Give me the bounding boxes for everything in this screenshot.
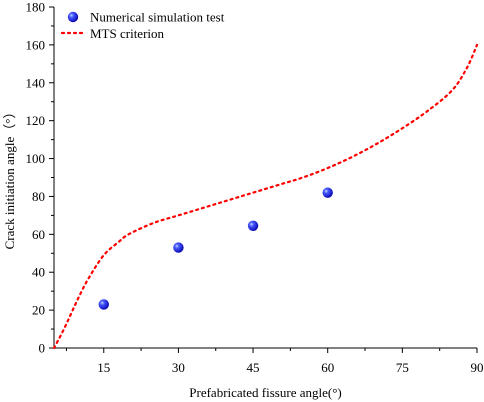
legend-label-mts: MTS criterion — [90, 26, 165, 41]
simulation-point — [173, 242, 184, 253]
x-tick-label: 30 — [172, 360, 185, 375]
x-tick-label: 60 — [321, 360, 334, 375]
y-tick-label: 40 — [32, 265, 45, 280]
y-tick-label: 140 — [26, 75, 46, 90]
y-tick-label: 60 — [32, 227, 45, 242]
simulation-point — [98, 299, 109, 310]
y-tick-label: 20 — [32, 303, 45, 318]
y-tick-label: 100 — [26, 151, 46, 166]
legend-label-simulation: Numerical simulation test — [90, 10, 225, 25]
x-tick-label: 90 — [471, 360, 484, 375]
series-layer — [52, 43, 479, 350]
simulation-point — [247, 220, 259, 232]
y-tick-label: 120 — [26, 113, 46, 128]
mts-criterion-line — [52, 43, 479, 350]
x-tick-label: 75 — [396, 360, 409, 375]
x-tick-label: 15 — [97, 360, 110, 375]
x-axis-title: Prefabricated fissure angle(°) — [189, 385, 341, 400]
simulation-point — [322, 187, 333, 198]
y-axis-title: Crack initiation angle（°） — [2, 106, 17, 250]
x-tick-label: 45 — [247, 360, 260, 375]
y-tick-label: 80 — [32, 189, 45, 204]
legend-marker-simulation — [67, 11, 79, 23]
y-tick-label: 160 — [26, 37, 46, 52]
axes: 15 30 45 60 75 90 0 20 40 60 80 100 120 140 160 180 — [26, 0, 484, 375]
y-tick-label: 180 — [26, 0, 46, 15]
y-tick-label: 0 — [39, 341, 46, 356]
